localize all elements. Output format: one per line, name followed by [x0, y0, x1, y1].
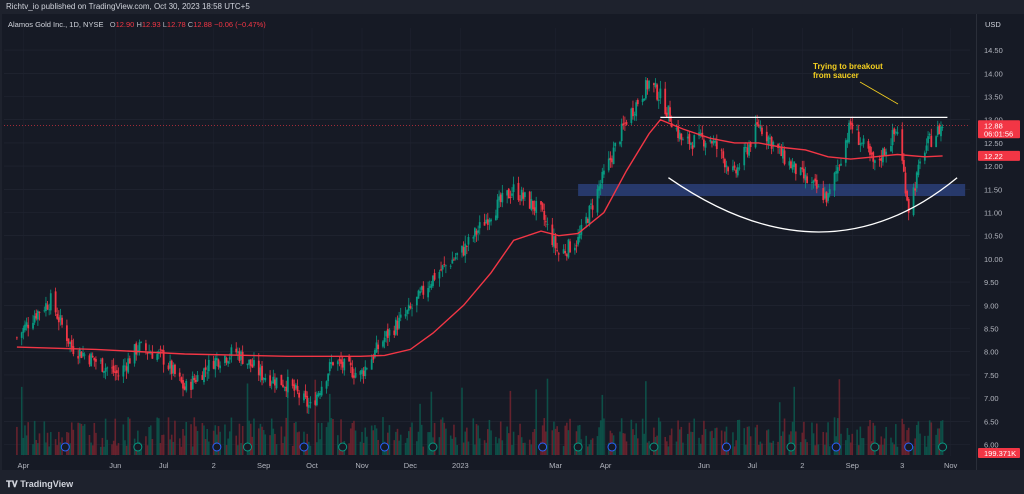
price-axis[interactable]: [976, 14, 1024, 470]
symbol-name: Alamos Gold Inc., 1D, NYSE: [8, 20, 104, 29]
publish-text: Richtv_io published on TradingView.com, …: [6, 2, 250, 11]
publish-header: Richtv_io published on TradingView.com, …: [0, 0, 1024, 14]
footer-bar: 𝐓𝐕 TradingView: [0, 476, 1024, 494]
tradingview-logo[interactable]: 𝐓𝐕 TradingView: [6, 479, 73, 490]
open-value: 12.90: [115, 20, 135, 29]
low-value: 12.78: [166, 20, 186, 29]
high-value: 12.93: [141, 20, 161, 29]
close-value: 12.88: [193, 20, 212, 29]
currency-label[interactable]: USD: [985, 20, 1001, 29]
symbol-legend: Alamos Gold Inc., 1D, NYSE O12.90 H12.93…: [8, 20, 266, 29]
open-label: O: [109, 20, 116, 29]
chart-pane[interactable]: [2, 14, 976, 470]
change-value: −0.06 (−0.47%): [214, 20, 266, 29]
low-label: L: [162, 20, 167, 29]
brand-text: TradingView: [20, 479, 74, 489]
close-label: C: [187, 20, 194, 29]
high-label: H: [136, 20, 142, 29]
tv-logo-icon: 𝐓𝐕: [6, 479, 21, 489]
